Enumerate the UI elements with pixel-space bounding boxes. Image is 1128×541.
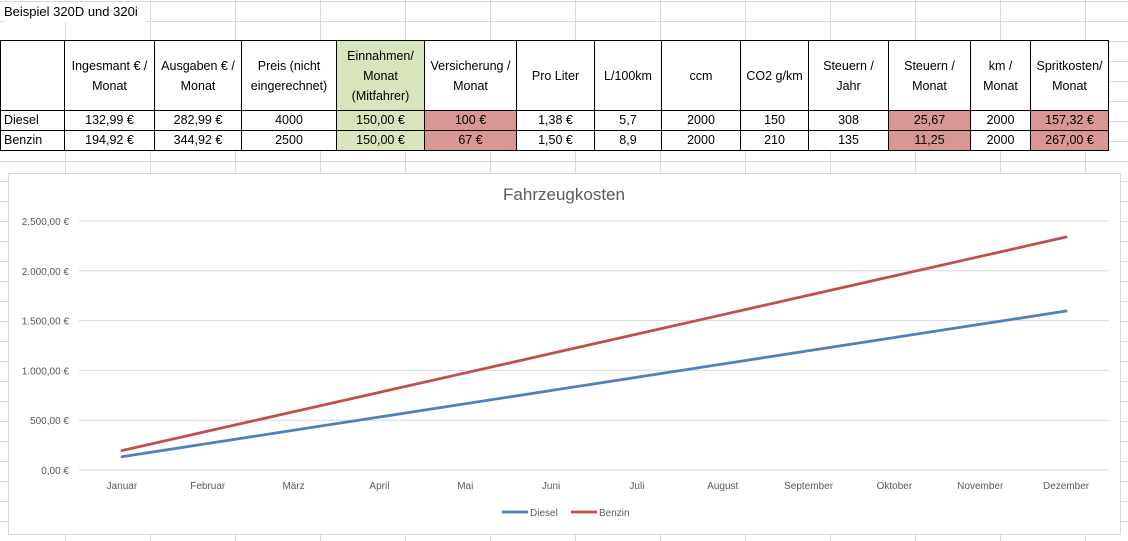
- table-cell[interactable]: 2000: [970, 130, 1031, 151]
- x-tick-label: Juli: [629, 481, 644, 492]
- header-cell-empty[interactable]: [0, 40, 65, 111]
- header-cell-verbrauch[interactable]: L/100km: [594, 40, 662, 111]
- x-tick-label: Mai: [457, 481, 473, 492]
- table-cell[interactable]: 282,99 €: [154, 110, 242, 131]
- table-cell[interactable]: 2000: [661, 110, 741, 131]
- x-tick-label: September: [784, 481, 834, 492]
- table-cell[interactable]: 8,9: [594, 130, 662, 151]
- table-cell[interactable]: 1,38 €: [516, 110, 595, 131]
- chart-fahrzeugkosten[interactable]: Fahrzeugkosten 0,00 € 500,00 € 1.000,00 € 1.…: [8, 173, 1121, 535]
- x-tick-label: Dezember: [1043, 481, 1090, 492]
- table-cell[interactable]: 2000: [970, 110, 1031, 131]
- header-cell-pro-liter[interactable]: Pro Liter: [516, 40, 595, 111]
- x-tick-label: Juni: [542, 481, 560, 492]
- table-cell[interactable]: 4000: [241, 110, 337, 131]
- table-cell[interactable]: 100 €: [424, 110, 517, 131]
- table-cell[interactable]: 267,00 €: [1030, 130, 1109, 151]
- x-tick-label: Februar: [190, 481, 226, 492]
- table-cell[interactable]: 132,99 €: [64, 110, 155, 131]
- y-tick-label: 2.000,00 €: [22, 267, 70, 278]
- chart-canvas: Fahrzeugkosten 0,00 € 500,00 € 1.000,00 € 1.…: [22, 185, 1109, 519]
- table-cell[interactable]: 150: [740, 110, 809, 131]
- y-tick-label: 0,00 €: [41, 466, 69, 477]
- table-cell[interactable]: 67 €: [424, 130, 517, 151]
- header-cell-ccm[interactable]: ccm: [661, 40, 741, 111]
- table-cell[interactable]: 2500: [241, 130, 337, 151]
- table-cell[interactable]: 11,25: [888, 130, 971, 151]
- table-cell[interactable]: 2000: [661, 130, 741, 151]
- table-row: Benzin 194,92 € 344,92 € 2500 150,00 € 6…: [0, 130, 1109, 151]
- table-cell[interactable]: 308: [808, 110, 889, 131]
- y-tick-label: 2.500,00 €: [22, 217, 70, 228]
- header-cell-steuern-jahr[interactable]: Steuern / Jahr: [808, 40, 889, 111]
- legend-label: Diesel: [530, 508, 558, 519]
- header-cell-km-monat[interactable]: km / Monat: [970, 40, 1031, 111]
- table-cell[interactable]: 150,00 €: [336, 130, 425, 151]
- table-cell[interactable]: 135: [808, 130, 889, 151]
- header-row: Ingesmant € / Monat Ausgaben € / Monat P…: [0, 40, 1109, 111]
- x-tick-label: Januar: [107, 481, 138, 492]
- x-tick-label: März: [282, 481, 304, 492]
- comparison-table: Ingesmant € / Monat Ausgaben € / Monat P…: [0, 40, 1109, 151]
- x-tick-label: Oktober: [877, 481, 913, 492]
- header-cell-preis[interactable]: Preis (nicht eingerechnet): [241, 40, 337, 111]
- y-tick-label: 500,00 €: [30, 416, 69, 427]
- header-cell-co2[interactable]: CO2 g/km: [740, 40, 809, 111]
- y-tick-label: 1.000,00 €: [22, 366, 70, 377]
- header-cell-einnahmen[interactable]: Einnahmen/ Monat (Mitfahrer): [336, 40, 425, 111]
- table-cell[interactable]: 5,7: [594, 110, 662, 131]
- header-cell-versicherung[interactable]: Versicherung / Monat: [424, 40, 517, 111]
- series-line-benzin: [120, 235, 1068, 452]
- table-cell[interactable]: 25,67: [888, 110, 971, 131]
- sheet-title[interactable]: Beispiel 320D und 320i: [4, 2, 146, 22]
- legend-label: Benzin: [599, 508, 630, 519]
- table-cell[interactable]: 210: [740, 130, 809, 151]
- row-label-diesel[interactable]: Diesel: [0, 110, 65, 131]
- header-cell-steuern-monat[interactable]: Steuern / Monat: [888, 40, 971, 111]
- table-cell[interactable]: 150,00 €: [336, 110, 425, 131]
- table-cell[interactable]: 157,32 €: [1030, 110, 1109, 131]
- header-cell-ausgaben[interactable]: Ausgaben € / Monat: [154, 40, 242, 111]
- table-cell[interactable]: 194,92 €: [64, 130, 155, 151]
- x-tick-label: April: [369, 481, 389, 492]
- header-cell-ingesmant[interactable]: Ingesmant € / Monat: [64, 40, 155, 111]
- x-tick-label: November: [957, 481, 1004, 492]
- row-label-benzin[interactable]: Benzin: [0, 130, 65, 151]
- header-cell-spritkosten[interactable]: Spritkosten/ Monat: [1030, 40, 1109, 111]
- x-tick-label: August: [707, 481, 738, 492]
- table-row: Diesel 132,99 € 282,99 € 4000 150,00 € 1…: [0, 110, 1109, 131]
- y-tick-label: 1.500,00 €: [22, 317, 70, 328]
- table-cell[interactable]: 1,50 €: [516, 130, 595, 151]
- series-line-diesel: [120, 309, 1068, 459]
- table-cell[interactable]: 344,92 €: [154, 130, 242, 151]
- chart-title: Fahrzeugkosten: [503, 185, 625, 204]
